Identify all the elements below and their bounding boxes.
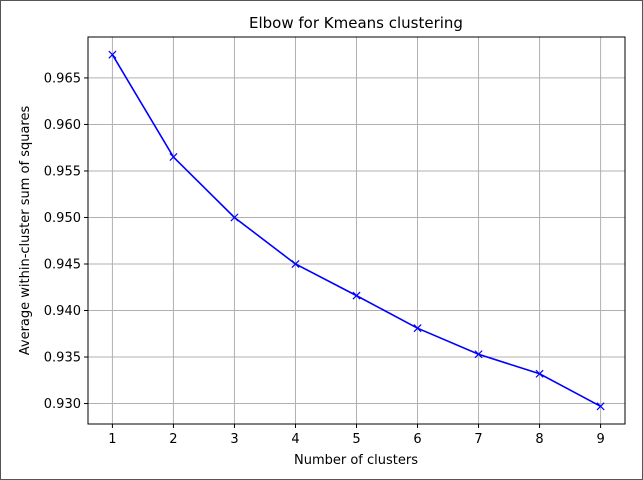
y-tick-label: 0.955 — [44, 164, 81, 179]
data-point-marker — [474, 350, 483, 359]
y-tick-label: 0.940 — [44, 304, 81, 319]
data-point-marker — [535, 369, 544, 378]
data-point-marker — [413, 324, 422, 333]
chart-title: Elbow for Kmeans clustering — [249, 14, 463, 32]
x-tick-label: 7 — [474, 432, 482, 447]
x-tick-label: 1 — [108, 432, 116, 447]
x-tick-label: 2 — [169, 432, 177, 447]
data-point-marker — [169, 152, 178, 162]
x-tick-label: 6 — [413, 432, 421, 447]
grid-lines — [88, 37, 625, 424]
y-tick-label: 0.960 — [44, 118, 81, 133]
y-tick-label: 0.935 — [44, 351, 81, 366]
y-tick-label: 0.930 — [44, 397, 81, 412]
y-tick-label: 0.965 — [44, 71, 81, 86]
y-axis-ticks: 0.930 0.935 0.940 0.945 0.950 0.955 0.960 0.965 — [44, 71, 88, 412]
x-tick-label: 3 — [230, 432, 238, 447]
plot-frame — [87, 36, 626, 425]
x-axis-ticks: 1 2 3 4 5 6 7 8 9 — [108, 424, 605, 447]
x-tick-label: 9 — [596, 432, 604, 447]
y-tick-label: 0.945 — [44, 257, 81, 272]
data-point-marker — [230, 213, 239, 222]
x-tick-label: 8 — [535, 432, 543, 447]
data-point-marker — [291, 259, 300, 269]
x-tick-label: 4 — [291, 432, 299, 447]
data-point-marker — [352, 291, 361, 300]
x-axis-label: Number of clusters — [294, 453, 418, 468]
data-point-marker — [596, 402, 605, 411]
y-tick-label: 0.950 — [44, 211, 81, 226]
data-series — [108, 50, 605, 411]
x-tick-label: 5 — [352, 432, 360, 447]
data-point-marker — [108, 50, 117, 59]
y-axis-label: Average within-cluster sum of squares — [18, 106, 33, 356]
